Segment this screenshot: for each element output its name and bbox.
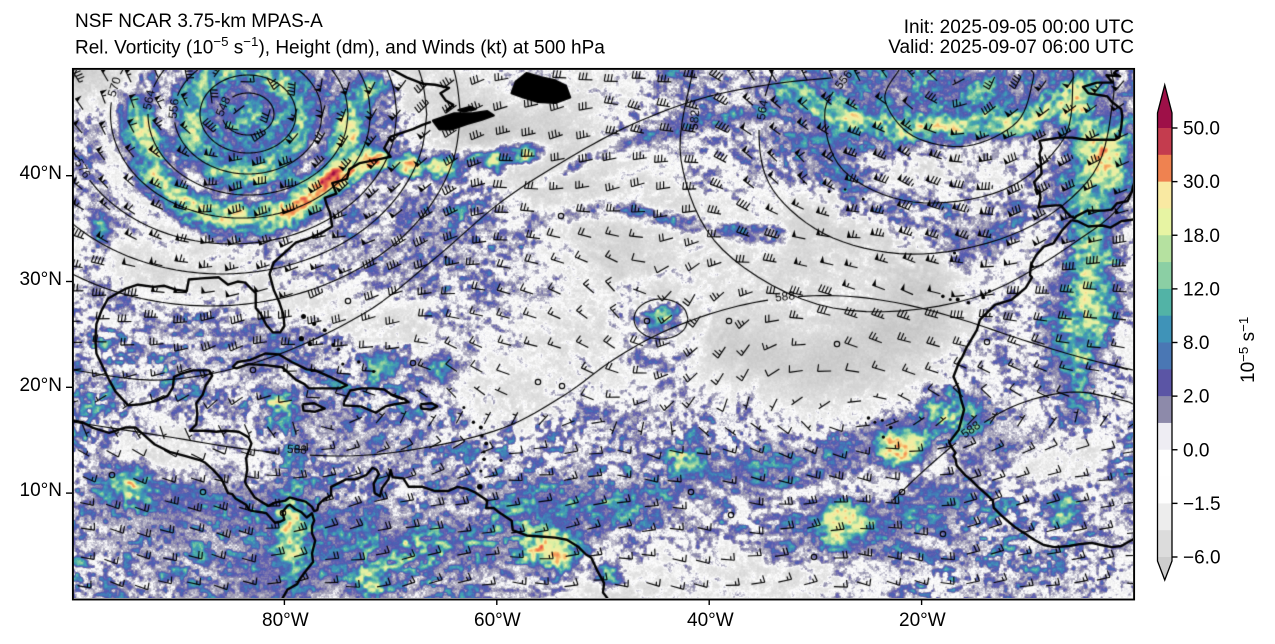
svg-text:2.0: 2.0 (1183, 387, 1209, 408)
svg-text:12.0: 12.0 (1183, 279, 1220, 300)
svg-text:18.0: 18.0 (1183, 226, 1220, 247)
svg-text:10−5 s−1: 10−5 s−1 (1236, 317, 1259, 383)
svg-text:30.0: 30.0 (1183, 172, 1220, 193)
svg-text:0.0: 0.0 (1183, 440, 1209, 461)
svg-text:50.0: 50.0 (1183, 119, 1220, 140)
svg-text:8.0: 8.0 (1183, 333, 1209, 354)
svg-text:−1.5: −1.5 (1183, 494, 1221, 515)
svg-text:−6.0: −6.0 (1183, 548, 1221, 569)
